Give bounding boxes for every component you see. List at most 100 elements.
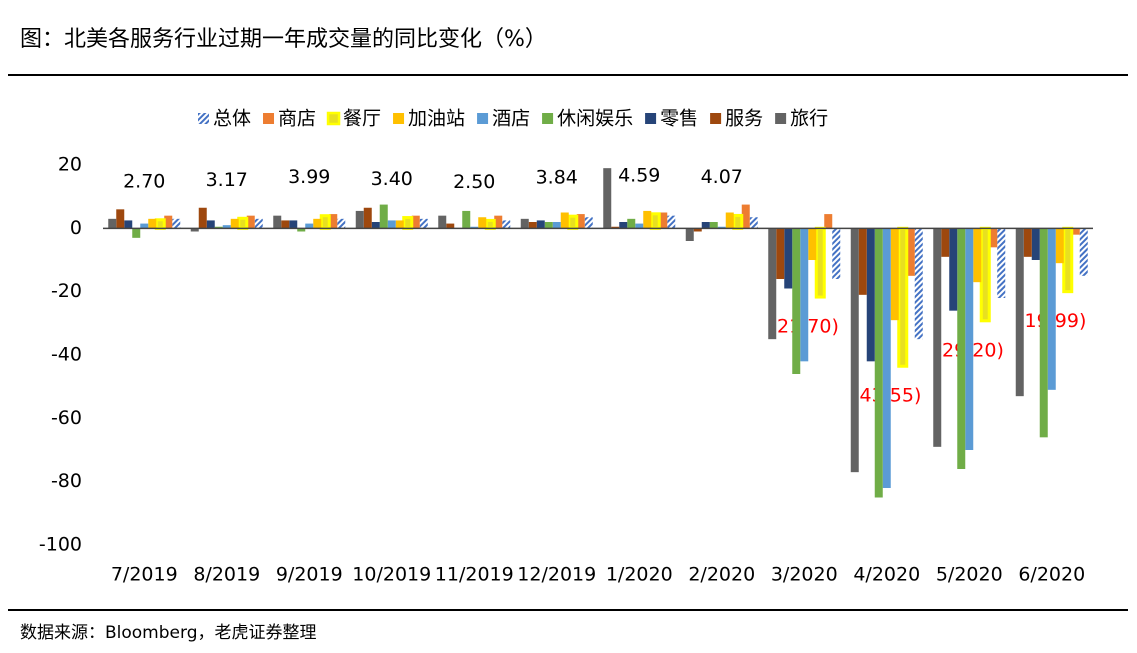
- bar: [273, 215, 282, 229]
- bar: [230, 218, 239, 229]
- bar: [154, 218, 166, 230]
- bar: [520, 218, 529, 229]
- bar: [979, 226, 991, 323]
- bar: [214, 226, 223, 229]
- bar: [124, 220, 133, 229]
- y-tick-label: -100: [39, 534, 82, 556]
- bar: [832, 228, 841, 279]
- bar: [973, 228, 982, 283]
- legend-swatch: [393, 113, 405, 124]
- bar: [890, 228, 899, 321]
- bar: [470, 226, 479, 229]
- data-label: 3.84: [536, 167, 578, 189]
- x-tick-label: 5/2020: [936, 564, 1003, 586]
- bar: [965, 228, 974, 450]
- bar: [355, 210, 364, 229]
- x-tick-label: 12/2019: [517, 564, 596, 586]
- bar: [1023, 228, 1032, 257]
- bar: [808, 228, 817, 260]
- bar: [371, 222, 380, 229]
- bar: [1079, 228, 1088, 276]
- bar: [749, 217, 758, 229]
- legend-label: 加油站: [408, 108, 465, 130]
- bar: [858, 228, 867, 295]
- bar: [776, 228, 785, 279]
- legend-label: 商店: [278, 108, 316, 130]
- bar: [866, 228, 875, 362]
- bar: [108, 218, 117, 229]
- bar: [824, 214, 833, 229]
- bar: [337, 218, 346, 229]
- bar: [319, 214, 331, 230]
- bar: [933, 228, 942, 447]
- x-tick-label: 1/2020: [606, 564, 673, 586]
- bar: [502, 220, 511, 229]
- legend-swatch: [775, 113, 787, 124]
- x-tick-label: 8/2019: [193, 564, 260, 586]
- legend-swatch: [542, 113, 554, 124]
- bar: [289, 220, 298, 229]
- bar: [949, 228, 958, 311]
- bar: [246, 215, 255, 229]
- y-tick-label: -40: [51, 344, 82, 366]
- bar: [643, 210, 652, 229]
- bar: [709, 222, 718, 229]
- bar: [237, 216, 249, 230]
- bar: [627, 218, 636, 229]
- bar: [164, 215, 173, 229]
- bar: [814, 226, 826, 299]
- bar: [116, 209, 125, 229]
- legend-swatch: [710, 113, 722, 124]
- bar: [395, 220, 404, 229]
- bar: [494, 215, 503, 229]
- bar: [635, 223, 644, 229]
- y-tick-label: 20: [58, 154, 82, 176]
- data-label: 2.70: [123, 170, 165, 192]
- legend-label: 餐厅: [343, 108, 381, 130]
- bar: [1039, 228, 1048, 438]
- bar: [1071, 228, 1080, 235]
- y-tick-label: -60: [51, 407, 82, 429]
- y-tick-label: -20: [51, 280, 82, 302]
- bar: [402, 216, 414, 230]
- bar: [685, 228, 694, 241]
- bar: [560, 212, 569, 229]
- bar: [198, 207, 207, 229]
- x-tick-label: 3/2020: [771, 564, 838, 586]
- bar: [1062, 226, 1074, 294]
- data-label: 4.07: [701, 166, 743, 188]
- bar: [693, 228, 702, 232]
- bar: [667, 215, 676, 229]
- bar: [190, 228, 199, 232]
- bar: [132, 228, 141, 238]
- y-tick-label: -80: [51, 470, 82, 492]
- bar: [800, 228, 809, 362]
- bar: [717, 226, 726, 229]
- bar: [741, 204, 750, 229]
- bar: [567, 214, 579, 230]
- bar: [792, 228, 801, 374]
- bar: [850, 228, 859, 473]
- bar: [305, 223, 314, 229]
- legend-swatch: [477, 113, 489, 124]
- bar: [478, 217, 487, 229]
- legend-label: 酒店: [492, 108, 530, 130]
- bar: [387, 220, 396, 229]
- bar: [649, 212, 661, 230]
- data-label: 2.50: [453, 171, 495, 193]
- bar: [297, 228, 306, 232]
- bar: [1055, 228, 1064, 264]
- bar: [419, 218, 428, 229]
- bar: [379, 204, 388, 229]
- bar: [536, 220, 545, 229]
- x-tick-label: 10/2019: [352, 564, 431, 586]
- bar: [603, 168, 612, 229]
- bar: [611, 226, 620, 229]
- bar: [997, 228, 1006, 298]
- legend-label: 总体: [213, 108, 251, 130]
- data-label: 4.59: [618, 164, 660, 186]
- bar: [462, 210, 471, 229]
- y-tick-label: 0: [70, 217, 82, 239]
- legend-swatch: [198, 113, 209, 124]
